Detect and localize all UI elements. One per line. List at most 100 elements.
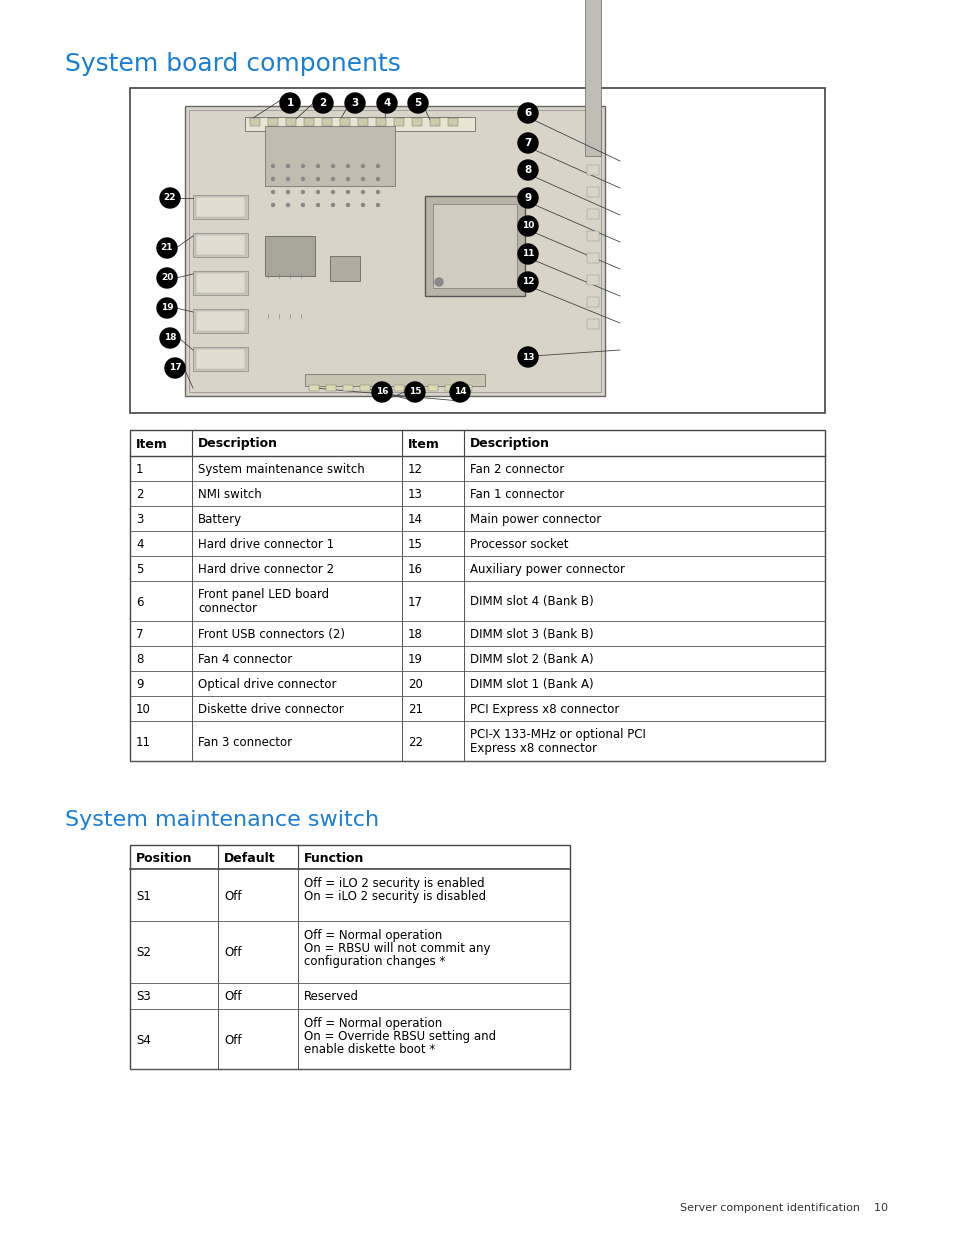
Bar xyxy=(339,119,350,126)
Circle shape xyxy=(517,347,537,367)
Circle shape xyxy=(160,188,180,207)
Bar xyxy=(309,385,318,391)
Bar xyxy=(428,385,437,391)
Text: S3: S3 xyxy=(136,990,151,1004)
Bar xyxy=(586,209,598,219)
Bar xyxy=(193,195,248,219)
Circle shape xyxy=(272,164,274,168)
Text: Default: Default xyxy=(224,851,275,864)
Circle shape xyxy=(313,93,333,112)
Text: On = RBSU will not commit any: On = RBSU will not commit any xyxy=(304,942,490,955)
Text: Off = Normal operation: Off = Normal operation xyxy=(304,1016,442,1030)
Text: On = iLO 2 security is disabled: On = iLO 2 security is disabled xyxy=(304,890,486,903)
Text: Fan 4 connector: Fan 4 connector xyxy=(198,653,292,666)
Circle shape xyxy=(286,190,289,194)
Text: S4: S4 xyxy=(136,1034,151,1046)
Bar xyxy=(268,119,277,126)
Text: Hard drive connector 2: Hard drive connector 2 xyxy=(198,563,334,576)
Bar xyxy=(586,275,598,285)
Text: PCI-X 133-MHz or optional PCI: PCI-X 133-MHz or optional PCI xyxy=(470,727,645,741)
Bar xyxy=(193,309,248,333)
Text: Off: Off xyxy=(224,889,241,903)
Circle shape xyxy=(517,272,537,291)
Text: Off: Off xyxy=(224,1034,241,1046)
Circle shape xyxy=(272,178,274,180)
Text: 7: 7 xyxy=(524,138,531,148)
Bar xyxy=(265,236,314,275)
Circle shape xyxy=(361,190,364,194)
Circle shape xyxy=(165,358,185,378)
Text: Fan 1 connector: Fan 1 connector xyxy=(470,488,563,501)
Bar xyxy=(375,119,386,126)
Text: 21: 21 xyxy=(161,243,173,252)
Circle shape xyxy=(301,164,304,168)
Bar xyxy=(265,126,395,186)
Bar xyxy=(326,385,335,391)
Bar xyxy=(394,385,403,391)
Text: 9: 9 xyxy=(136,678,143,692)
Circle shape xyxy=(361,164,364,168)
Text: 18: 18 xyxy=(408,629,422,641)
Text: 11: 11 xyxy=(521,249,534,258)
Text: DIMM slot 1 (Bank A): DIMM slot 1 (Bank A) xyxy=(470,678,593,692)
Circle shape xyxy=(346,190,349,194)
Bar xyxy=(330,256,359,282)
Text: 11: 11 xyxy=(136,736,151,748)
Text: DIMM slot 4 (Bank B): DIMM slot 4 (Bank B) xyxy=(470,595,593,609)
Circle shape xyxy=(331,178,335,180)
Bar xyxy=(130,430,824,761)
Circle shape xyxy=(157,268,177,288)
Text: Hard drive connector 1: Hard drive connector 1 xyxy=(198,538,334,551)
Text: Processor socket: Processor socket xyxy=(470,538,568,551)
Text: 6: 6 xyxy=(136,595,143,609)
Circle shape xyxy=(372,382,392,403)
Text: Off = Normal operation: Off = Normal operation xyxy=(304,929,442,942)
Text: NMI switch: NMI switch xyxy=(198,488,261,501)
Bar xyxy=(586,296,598,308)
Text: 4: 4 xyxy=(136,538,143,551)
Text: enable diskette boot *: enable diskette boot * xyxy=(304,1044,435,1056)
Text: Optical drive connector: Optical drive connector xyxy=(198,678,336,692)
Circle shape xyxy=(301,190,304,194)
Circle shape xyxy=(286,204,289,206)
Circle shape xyxy=(346,164,349,168)
Text: Front USB connectors (2): Front USB connectors (2) xyxy=(198,629,345,641)
Bar xyxy=(586,253,598,263)
Circle shape xyxy=(517,103,537,124)
Bar xyxy=(586,319,598,329)
Bar xyxy=(195,198,245,217)
Text: 15: 15 xyxy=(408,538,422,551)
Text: 3: 3 xyxy=(136,513,143,526)
Text: 17: 17 xyxy=(169,363,181,373)
Bar xyxy=(343,385,353,391)
Circle shape xyxy=(316,164,319,168)
Circle shape xyxy=(286,178,289,180)
Bar xyxy=(359,385,370,391)
Text: 16: 16 xyxy=(408,563,422,576)
Text: 15: 15 xyxy=(408,388,421,396)
Text: 8: 8 xyxy=(136,653,143,666)
Text: 10: 10 xyxy=(521,221,534,231)
Text: Off: Off xyxy=(224,946,241,960)
Text: 3: 3 xyxy=(351,98,358,107)
Text: Front panel LED board: Front panel LED board xyxy=(198,588,329,601)
Circle shape xyxy=(450,382,470,403)
Circle shape xyxy=(157,238,177,258)
Bar xyxy=(195,273,245,293)
Bar xyxy=(424,196,524,296)
Circle shape xyxy=(517,133,537,153)
Circle shape xyxy=(517,161,537,180)
Text: Battery: Battery xyxy=(198,513,242,526)
Text: Fan 3 connector: Fan 3 connector xyxy=(198,736,292,748)
Text: 2: 2 xyxy=(136,488,143,501)
Text: 5: 5 xyxy=(414,98,421,107)
Text: System board components: System board components xyxy=(65,52,400,77)
Circle shape xyxy=(331,164,335,168)
Text: 4: 4 xyxy=(383,98,391,107)
Bar xyxy=(433,204,517,288)
Text: 12: 12 xyxy=(408,463,422,475)
Text: Position: Position xyxy=(136,851,193,864)
Circle shape xyxy=(346,204,349,206)
Text: 20: 20 xyxy=(408,678,422,692)
Bar xyxy=(357,119,368,126)
